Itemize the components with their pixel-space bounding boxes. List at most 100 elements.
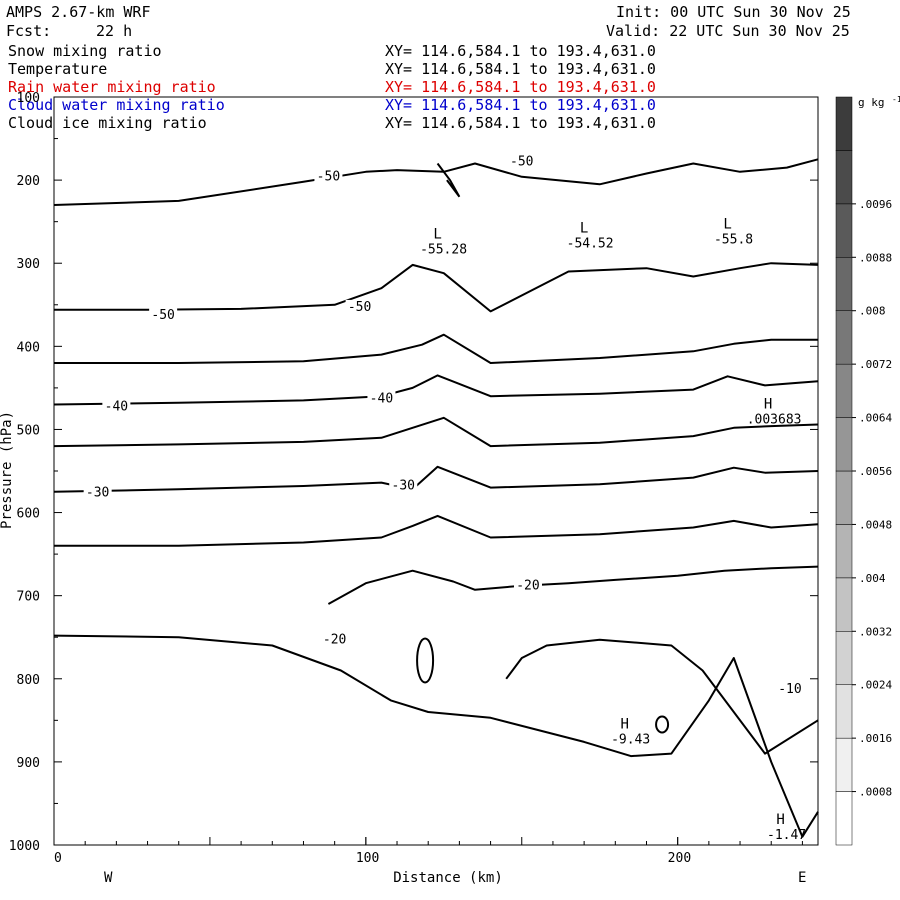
colorbar-tick-label: .0088 bbox=[859, 251, 892, 264]
x-tick-label: 0 bbox=[54, 851, 62, 866]
contour-label: -50 bbox=[151, 308, 174, 323]
extremum-letter: L bbox=[433, 226, 441, 242]
colorbar-tick-label: .0008 bbox=[859, 786, 892, 799]
extremum-letter: L bbox=[723, 216, 731, 232]
temperature-contour bbox=[53, 158, 819, 206]
temperature-contour bbox=[53, 465, 819, 493]
field-xy: XY= 114.6,584.1 to 193.4,631.0 bbox=[385, 114, 656, 132]
colorbar-bin bbox=[835, 363, 853, 418]
extremum-value: .003683 bbox=[747, 413, 802, 428]
temperature-contour bbox=[53, 634, 819, 838]
y-tick-label: 700 bbox=[17, 590, 40, 605]
forecast-value: 22 h bbox=[96, 22, 133, 40]
temperature-contour bbox=[327, 565, 819, 605]
colorbar-unit: g kg bbox=[858, 96, 885, 109]
colorbar-tick-label: .0032 bbox=[859, 625, 892, 638]
temperature-contour bbox=[54, 514, 819, 547]
contour-label: -40 bbox=[370, 391, 393, 406]
colorbar-tick-label: .0048 bbox=[859, 518, 892, 531]
y-tick-label: 500 bbox=[17, 423, 40, 438]
closed-contour bbox=[416, 637, 435, 684]
contour-label: -30 bbox=[86, 485, 109, 500]
colorbar-tick-label: .004 bbox=[859, 572, 886, 585]
y-tick-label: 300 bbox=[17, 257, 40, 272]
colorbar-bin bbox=[835, 524, 853, 579]
colorbar-bin bbox=[835, 791, 853, 846]
contour-label-bg bbox=[507, 154, 536, 168]
contour-label-bg bbox=[367, 391, 396, 405]
colorbar-bin bbox=[835, 684, 853, 739]
extremum-letter: H bbox=[620, 717, 628, 733]
colorbar-bin bbox=[835, 203, 853, 258]
temperature-contour bbox=[505, 638, 819, 755]
contour-label: -50 bbox=[317, 169, 340, 184]
colorbar-tick-label: .0024 bbox=[859, 679, 892, 692]
extremum-letter: H bbox=[764, 397, 772, 413]
x-tick-label: 100 bbox=[356, 851, 379, 866]
field-xy: XY= 114.6,584.1 to 193.4,631.0 bbox=[385, 60, 656, 78]
contour-labels: -50 -50 -50 -50 -40 -40 -30 -30 -20 -20 -10 bbox=[83, 154, 804, 697]
east-label: E bbox=[798, 870, 806, 886]
contour-label: -50 bbox=[348, 300, 371, 315]
x-axis-title: Distance (km) bbox=[393, 870, 503, 886]
extremum-value: -54.52 bbox=[567, 236, 614, 251]
colorbar-tick-label: .0096 bbox=[859, 198, 892, 211]
contour-label-bg bbox=[149, 308, 178, 322]
y-tick-label: 600 bbox=[17, 507, 40, 522]
extremum-value: -55.28 bbox=[420, 242, 467, 257]
colorbar-bin bbox=[835, 96, 853, 151]
contour-label-bg bbox=[345, 299, 374, 313]
contour-label: -40 bbox=[105, 400, 128, 415]
colorbar-bin bbox=[835, 257, 853, 311]
plot-frame bbox=[53, 96, 819, 846]
field-name: Temperature bbox=[8, 60, 108, 78]
y-tick-label: 200 bbox=[17, 174, 40, 189]
contour-lines bbox=[53, 158, 819, 838]
contour-label: -30 bbox=[392, 479, 415, 494]
model-title: AMPS 2.67-km WRF bbox=[6, 3, 151, 21]
x-tick-label: 200 bbox=[668, 851, 691, 866]
contour-label-bg bbox=[320, 632, 349, 646]
contour-label-bg bbox=[314, 169, 343, 183]
contour-label: -20 bbox=[516, 578, 539, 593]
colorbar-bin bbox=[835, 470, 853, 525]
colorbar-unit-exponent: -1 bbox=[892, 95, 900, 104]
forecast-label: Fcst: bbox=[6, 22, 52, 40]
contour-label: -50 bbox=[510, 154, 533, 169]
colorbar-tick-label: .0016 bbox=[859, 732, 892, 745]
y-tick-label: 400 bbox=[17, 340, 40, 355]
extremum-value: -1.47 bbox=[767, 828, 806, 843]
contour-label: -10 bbox=[778, 682, 801, 697]
colorbar-tick-label: .0056 bbox=[859, 465, 892, 478]
colorbar-bin bbox=[835, 631, 853, 685]
y-axis-title: Pressure (hPa) bbox=[0, 411, 15, 529]
field-name: Cloud water mixing ratio bbox=[8, 96, 225, 114]
contour-label-bg bbox=[83, 485, 112, 499]
closed-contour bbox=[436, 162, 461, 198]
colorbar-bin bbox=[835, 577, 853, 632]
init-time: Init: 00 UTC Sun 30 Nov 25 bbox=[616, 3, 851, 21]
colorbar-bin bbox=[835, 310, 853, 365]
y-tick-label: 1000 bbox=[9, 839, 40, 854]
field-name: Snow mixing ratio bbox=[8, 42, 162, 60]
colorbar-tick-label: .0072 bbox=[859, 358, 892, 371]
contour-label-bg bbox=[102, 399, 131, 413]
temperature-contour bbox=[53, 374, 819, 406]
field-xy: XY= 114.6,584.1 to 193.4,631.0 bbox=[385, 96, 656, 114]
colorbar-bin bbox=[835, 150, 853, 205]
field-xy: XY= 114.6,584.1 to 193.4,631.0 bbox=[385, 78, 656, 96]
contour-label-bg bbox=[389, 478, 418, 492]
colorbar-bin bbox=[835, 737, 853, 792]
y-tick-label: 100 bbox=[17, 91, 40, 106]
extremum-letter: H bbox=[776, 812, 784, 828]
colorbar-tick-label: .008 bbox=[859, 305, 886, 318]
west-label: W bbox=[104, 870, 113, 886]
extremum-value: -55.8 bbox=[714, 232, 753, 247]
colorbar-tick-label: .0064 bbox=[859, 412, 892, 425]
colorbar-bin bbox=[835, 417, 853, 472]
extremum-letter: L bbox=[580, 220, 588, 236]
temperature-contour bbox=[54, 262, 819, 313]
